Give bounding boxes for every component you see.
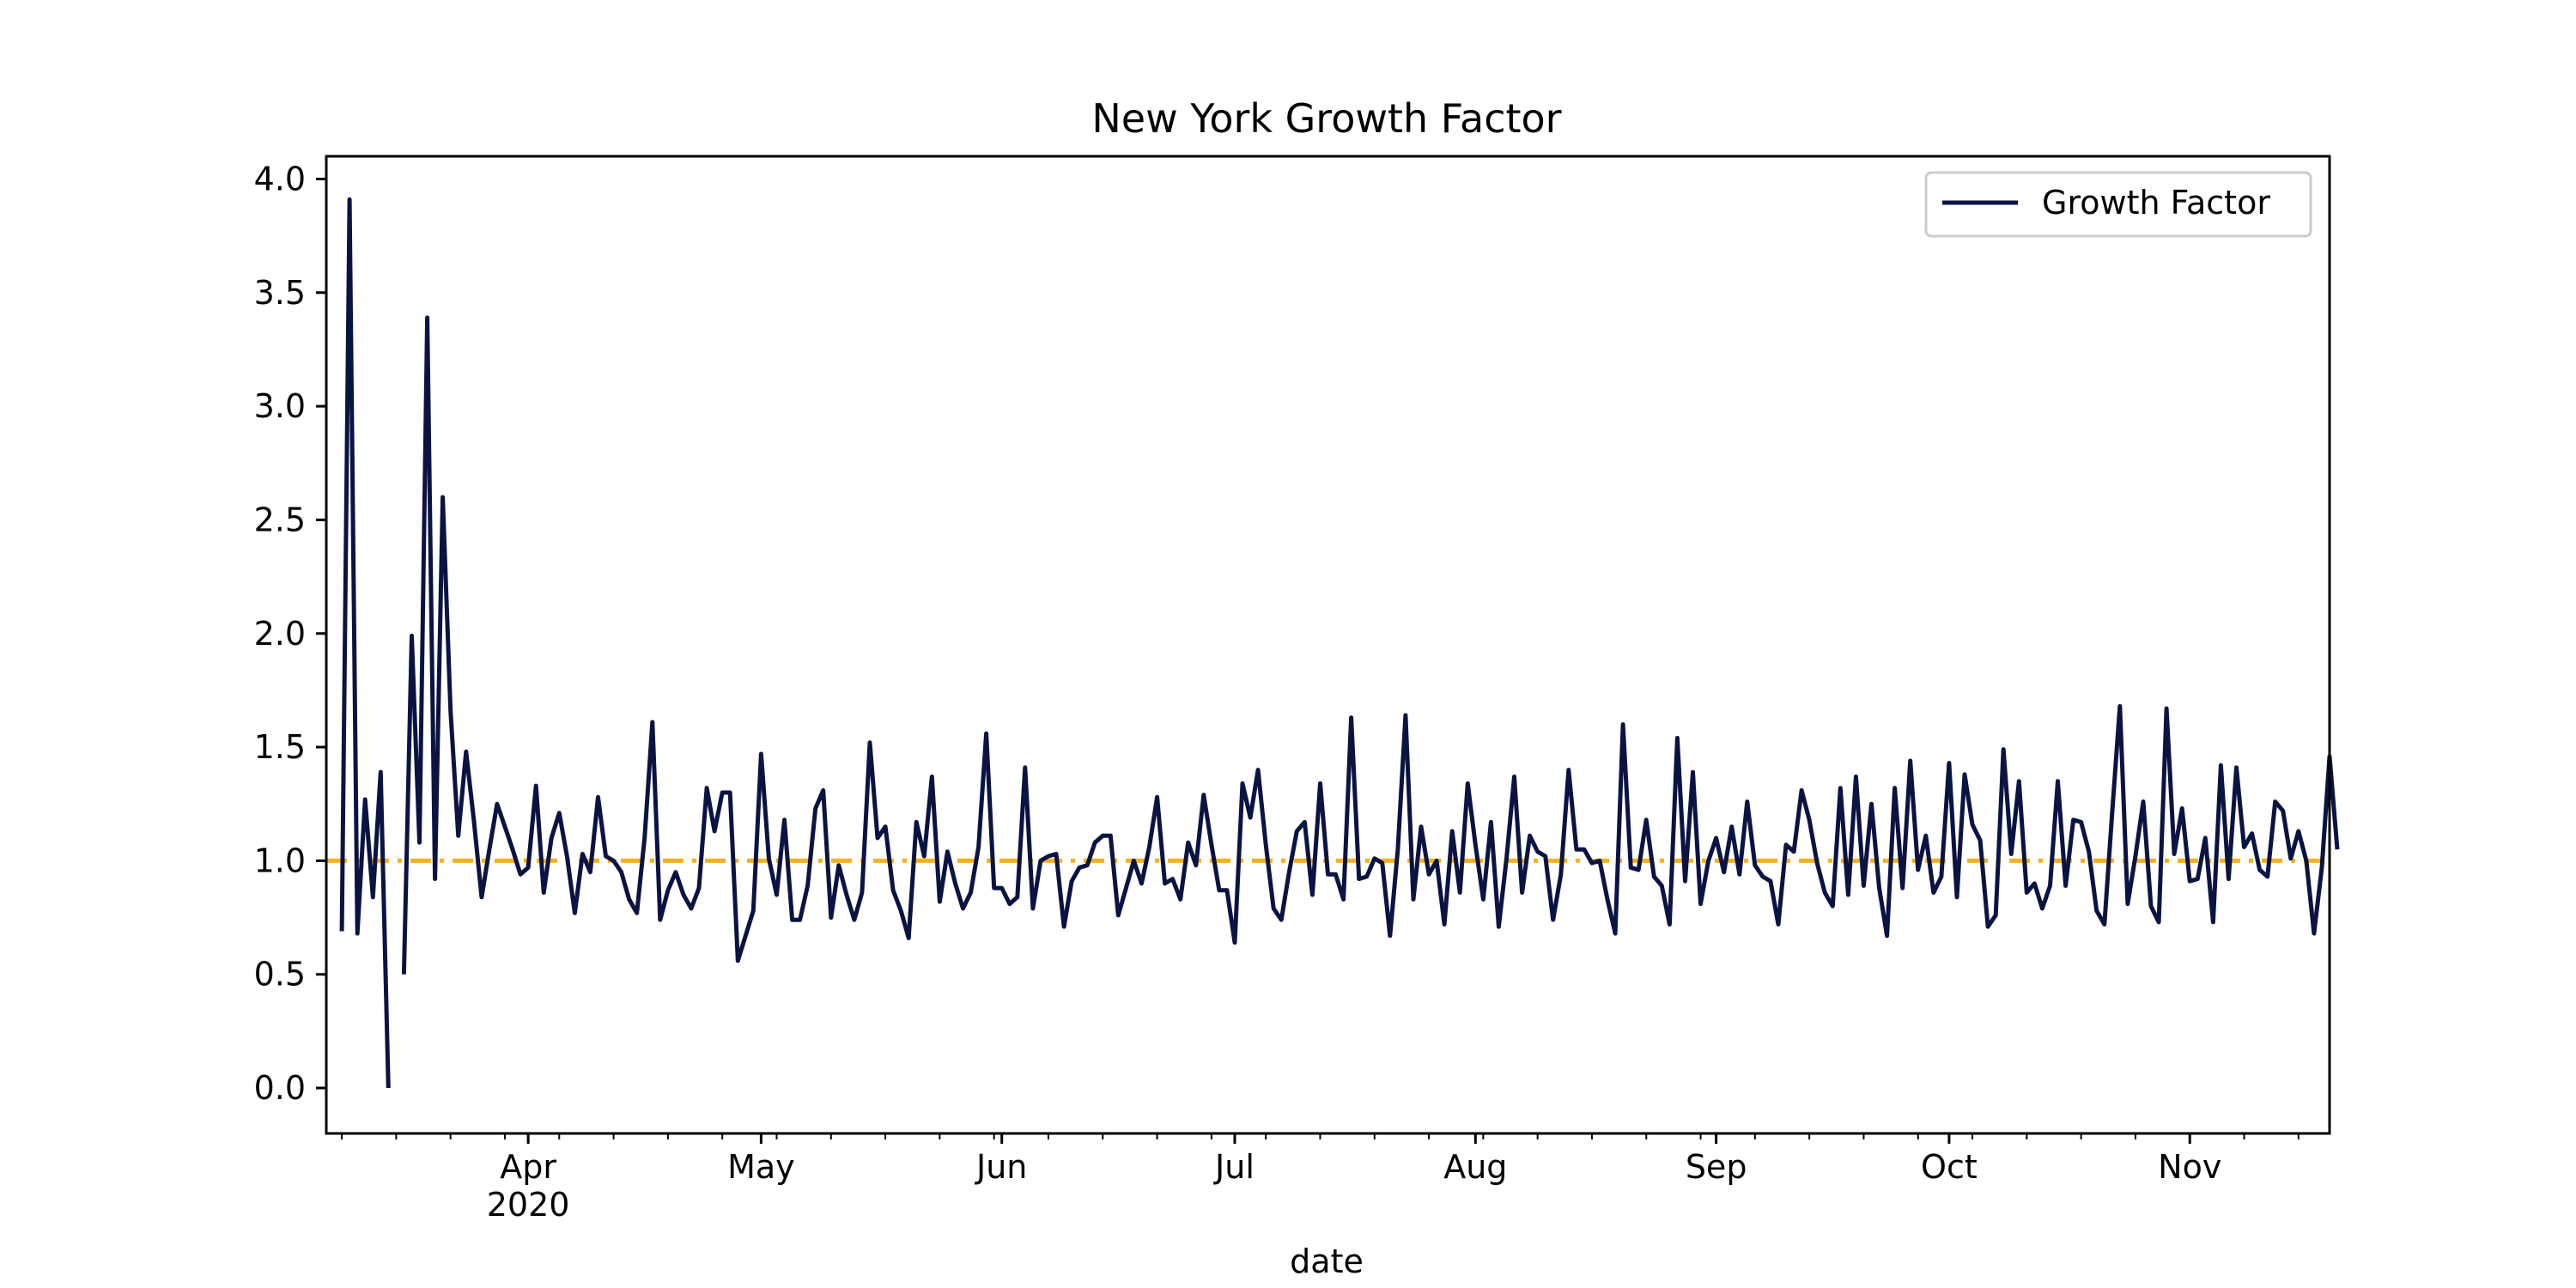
- legend-box: [1924, 171, 2312, 238]
- chart-title: New York Growth Factor: [1091, 95, 1561, 142]
- plot-background: [326, 156, 2330, 1133]
- y-tick-label: 3.5: [254, 274, 306, 312]
- x-tick-year-label: 2020: [487, 1186, 570, 1224]
- x-tick-label: Nov: [2158, 1148, 2221, 1186]
- legend: Growth Factor: [1924, 171, 2312, 238]
- y-tick-label: 1.5: [254, 728, 306, 766]
- x-axis-label: date: [1290, 1242, 1364, 1280]
- y-tick-label: 0.5: [254, 956, 306, 993]
- x-tick-label: Jun: [975, 1148, 1027, 1186]
- y-tick-label: 2.0: [254, 615, 306, 653]
- y-tick-label: 4.0: [254, 160, 306, 197]
- x-tick-label: Oct: [1921, 1148, 1978, 1186]
- y-tick-label: 0.0: [254, 1069, 306, 1107]
- y-tick-label: 2.5: [254, 501, 306, 538]
- y-tick-label: 3.0: [254, 387, 306, 425]
- series-line-growth-factor: [339, 197, 2340, 1089]
- y-tick-label: 1.0: [254, 841, 306, 879]
- x-tick-label: Jul: [1213, 1148, 1255, 1186]
- x-tick-label: May: [727, 1148, 795, 1186]
- axes-frame: [325, 155, 2331, 1135]
- x-tick-label: Sep: [1686, 1148, 1747, 1186]
- series-layer: [339, 197, 2340, 1089]
- legend-entry-growth-factor: Growth Factor: [2042, 184, 2270, 222]
- x-tick-label: Aug: [1443, 1148, 1507, 1186]
- plot-area: [326, 156, 2330, 1133]
- x-tick-label: Apr: [500, 1148, 556, 1186]
